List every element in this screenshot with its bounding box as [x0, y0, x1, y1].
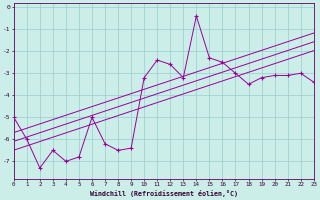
X-axis label: Windchill (Refroidissement éolien,°C): Windchill (Refroidissement éolien,°C) — [90, 190, 238, 197]
